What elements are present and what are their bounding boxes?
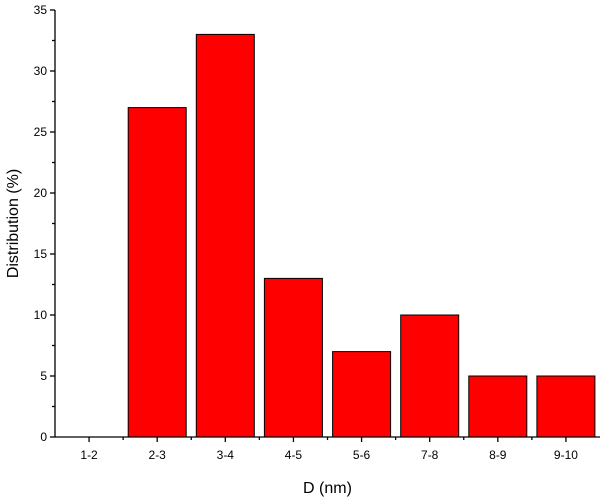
y-ticks-group: 0 5 10 15 20 25 30 35 — [34, 3, 55, 444]
x-tick-label: 7-8 — [421, 448, 439, 462]
y-tick-label: 35 — [34, 3, 48, 17]
y-tick-label: 25 — [34, 125, 48, 139]
x-tick-label: 4-5 — [285, 448, 303, 462]
x-ticks-group: 1-2 2-3 3-4 4-5 5-6 7-8 8-9 9-10 — [80, 437, 578, 462]
y-tick-label: 30 — [34, 64, 48, 78]
y-tick-label: 5 — [40, 369, 47, 383]
bar-5-6 — [332, 351, 392, 438]
x-tick-label: 5-6 — [353, 448, 371, 462]
x-axis-label: D (nm) — [303, 480, 352, 497]
bar-9-10 — [536, 375, 596, 438]
y-tick-label: 0 — [40, 430, 47, 444]
x-tick-label: 8-9 — [489, 448, 507, 462]
bar-7-8 — [400, 314, 460, 438]
bar-8-9 — [468, 375, 528, 438]
x-tick-label: 3-4 — [217, 448, 235, 462]
y-tick-label: 10 — [34, 308, 48, 322]
bars-group — [127, 33, 596, 438]
x-tick-label: 2-3 — [149, 448, 167, 462]
bar-3-4 — [195, 33, 255, 438]
x-tick-label: 1-2 — [80, 448, 98, 462]
x-tick-label: 9-10 — [554, 448, 578, 462]
y-axis-label: Distribution (%) — [5, 169, 22, 278]
y-tick-label: 20 — [34, 186, 48, 200]
y-tick-label: 15 — [34, 247, 48, 261]
bar-2-3 — [127, 107, 187, 438]
bar-4-5 — [263, 277, 323, 438]
